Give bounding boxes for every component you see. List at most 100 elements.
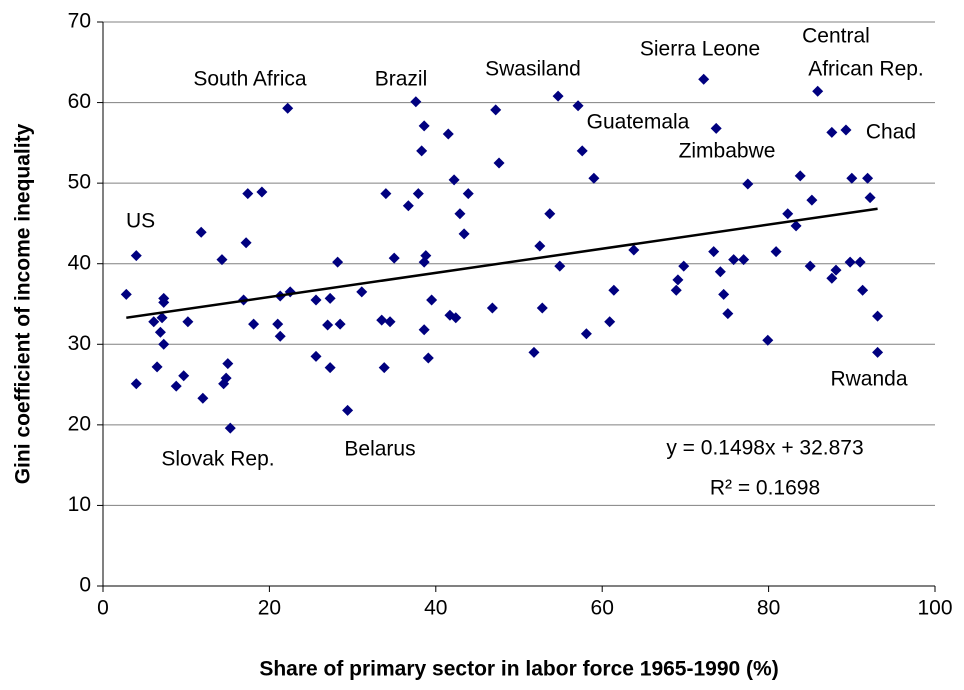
y-tick-label: 30	[68, 332, 91, 355]
data-point	[197, 392, 209, 404]
data-point	[710, 122, 722, 134]
data-point	[388, 252, 400, 264]
annotation: Chad	[866, 121, 916, 144]
data-point	[458, 228, 470, 240]
x-tick-label: 40	[424, 597, 447, 620]
data-point	[738, 254, 750, 266]
data-point	[151, 361, 163, 373]
data-point	[256, 186, 268, 198]
data-point	[220, 372, 232, 384]
data-point	[670, 284, 682, 296]
data-point	[854, 256, 866, 268]
data-point	[130, 250, 142, 262]
data-point	[342, 404, 354, 416]
data-point	[722, 308, 734, 320]
data-point	[378, 362, 390, 374]
data-point	[830, 264, 842, 276]
data-point	[158, 338, 170, 350]
annotation: y = 0.1498x + 32.873	[666, 437, 863, 460]
annotation: Guatemala	[587, 111, 690, 134]
annotation: Brazil	[375, 68, 428, 91]
x-axis-title: Share of primary sector in labor force 1…	[259, 658, 778, 681]
data-point	[310, 350, 322, 362]
y-tick-label: 10	[68, 493, 91, 516]
data-point	[628, 244, 640, 256]
data-point	[572, 100, 584, 112]
y-axis-title: Gini coefficient of income inequality	[12, 123, 35, 484]
data-point	[402, 200, 414, 212]
data-point	[490, 104, 502, 116]
data-point	[846, 172, 858, 184]
data-point	[154, 326, 166, 338]
data-point	[552, 90, 564, 102]
annotation: Slovak Rep.	[161, 448, 274, 471]
data-point	[794, 170, 806, 182]
data-point	[534, 240, 546, 252]
data-point	[418, 324, 430, 336]
data-point	[806, 194, 818, 206]
data-point	[418, 120, 430, 132]
data-point	[678, 260, 690, 272]
data-point	[310, 294, 322, 306]
data-point	[242, 188, 254, 200]
data-point	[864, 192, 876, 204]
y-tick-label: 40	[68, 251, 91, 274]
data-point	[130, 378, 142, 390]
data-point	[728, 254, 740, 266]
data-point	[826, 272, 838, 284]
x-tick-label: 60	[591, 597, 614, 620]
data-point	[332, 256, 344, 268]
data-point	[536, 302, 548, 314]
data-point	[170, 380, 182, 392]
data-point	[762, 334, 774, 346]
data-point	[334, 318, 346, 330]
data-point	[158, 296, 170, 308]
data-point	[182, 316, 194, 328]
y-tick-label: 0	[79, 574, 91, 597]
data-point	[322, 319, 334, 331]
data-point	[608, 284, 620, 296]
trendline	[126, 207, 878, 319]
data-point	[844, 256, 856, 268]
annotation: R² = 0.1698	[710, 477, 820, 500]
data-point	[576, 145, 588, 157]
data-point	[862, 172, 874, 184]
data-point	[872, 310, 884, 322]
data-point	[222, 358, 234, 370]
data-point	[240, 237, 252, 249]
y-tick-label: 50	[68, 171, 91, 194]
data-point	[426, 294, 438, 306]
data-point	[708, 246, 720, 258]
annotation: Rwanda	[830, 368, 907, 391]
data-point	[376, 314, 388, 326]
data-point	[442, 128, 454, 140]
data-point	[422, 352, 434, 364]
data-point	[554, 260, 566, 272]
data-point	[462, 188, 474, 200]
data-point	[604, 316, 616, 328]
annotation: Central	[802, 25, 870, 48]
data-point	[324, 362, 336, 374]
data-point	[410, 96, 422, 108]
data-point	[826, 126, 838, 138]
data-point	[857, 284, 869, 296]
annotation: African Rep.	[808, 58, 924, 81]
data-point	[195, 226, 207, 238]
data-point	[580, 328, 592, 340]
annotation: Sierra Leone	[640, 38, 760, 61]
x-tick-label: 20	[258, 597, 281, 620]
data-point	[544, 208, 556, 220]
data-point	[486, 302, 498, 314]
x-tick-label: 80	[757, 597, 780, 620]
data-point	[282, 102, 294, 114]
data-point	[804, 260, 816, 272]
y-tick-label: 60	[68, 90, 91, 113]
data-point	[216, 254, 228, 266]
data-point	[790, 220, 802, 232]
data-point	[528, 346, 540, 358]
data-point	[384, 316, 396, 328]
data-point	[672, 274, 684, 286]
data-point	[380, 188, 392, 200]
data-point	[272, 318, 284, 330]
